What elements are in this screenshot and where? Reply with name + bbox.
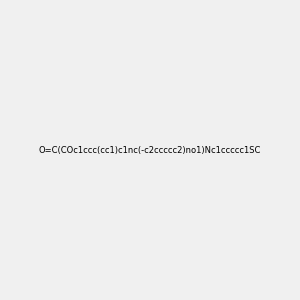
Text: O=C(COc1ccc(cc1)c1nc(-c2ccccc2)no1)Nc1ccccc1SC: O=C(COc1ccc(cc1)c1nc(-c2ccccc2)no1)Nc1cc… — [39, 146, 261, 154]
